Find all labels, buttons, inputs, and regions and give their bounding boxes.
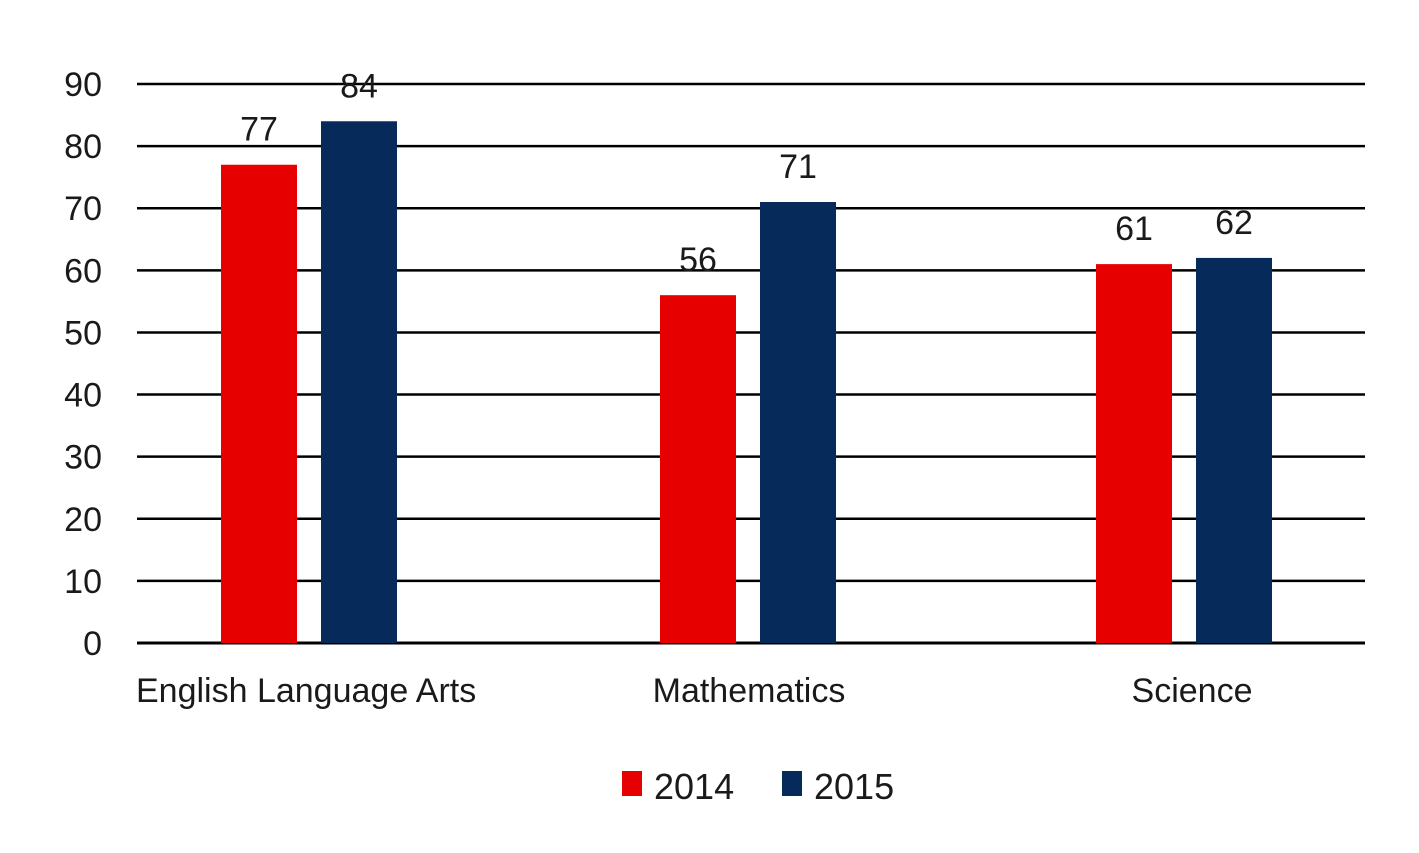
bar-2015-0: [321, 121, 397, 644]
x-axis-categories: English Language Arts Mathematics Science: [136, 672, 1252, 710]
y-tick-label-70: 70: [64, 190, 102, 228]
data-label-2014-1: 56: [679, 241, 717, 279]
data-label-2014-0: 77: [240, 111, 278, 149]
legend: 2014 2015: [622, 766, 894, 807]
y-tick-label-0: 0: [83, 625, 102, 663]
y-tick-label-30: 30: [64, 439, 102, 477]
legend-swatch-2015: [782, 771, 802, 796]
category-label-0: English Language Arts: [136, 672, 476, 710]
y-tick-label-50: 50: [64, 314, 102, 352]
data-label-2015-1: 71: [779, 148, 817, 186]
data-labels: 77 84 56 71 61 62: [240, 67, 1253, 279]
y-tick-label-20: 20: [64, 501, 102, 539]
bar-2014-1: [660, 295, 736, 643]
data-label-2015-2: 62: [1215, 204, 1253, 242]
y-tick-label-10: 10: [64, 563, 102, 601]
legend-label-2015: 2015: [814, 766, 894, 807]
legend-label-2014: 2014: [654, 766, 734, 807]
data-label-2014-2: 61: [1115, 210, 1153, 248]
category-label-1: Mathematics: [653, 672, 846, 710]
category-label-2: Science: [1132, 672, 1253, 710]
y-tick-label-40: 40: [64, 377, 102, 415]
bar-2015-2: [1196, 257, 1272, 643]
bar-2015-1: [760, 202, 836, 643]
y-tick-label-60: 60: [64, 252, 102, 290]
bars: [221, 121, 1272, 644]
data-label-2015-0: 84: [340, 67, 378, 105]
y-tick-label-90: 90: [64, 66, 102, 104]
bar-2014-0: [221, 164, 297, 643]
y-axis-ticks: 0 10 20 30 40 50 60 70 80 90: [64, 66, 102, 663]
y-tick-label-80: 80: [64, 128, 102, 166]
legend-swatch-2014: [622, 771, 642, 796]
bar-2014-2: [1096, 264, 1172, 643]
